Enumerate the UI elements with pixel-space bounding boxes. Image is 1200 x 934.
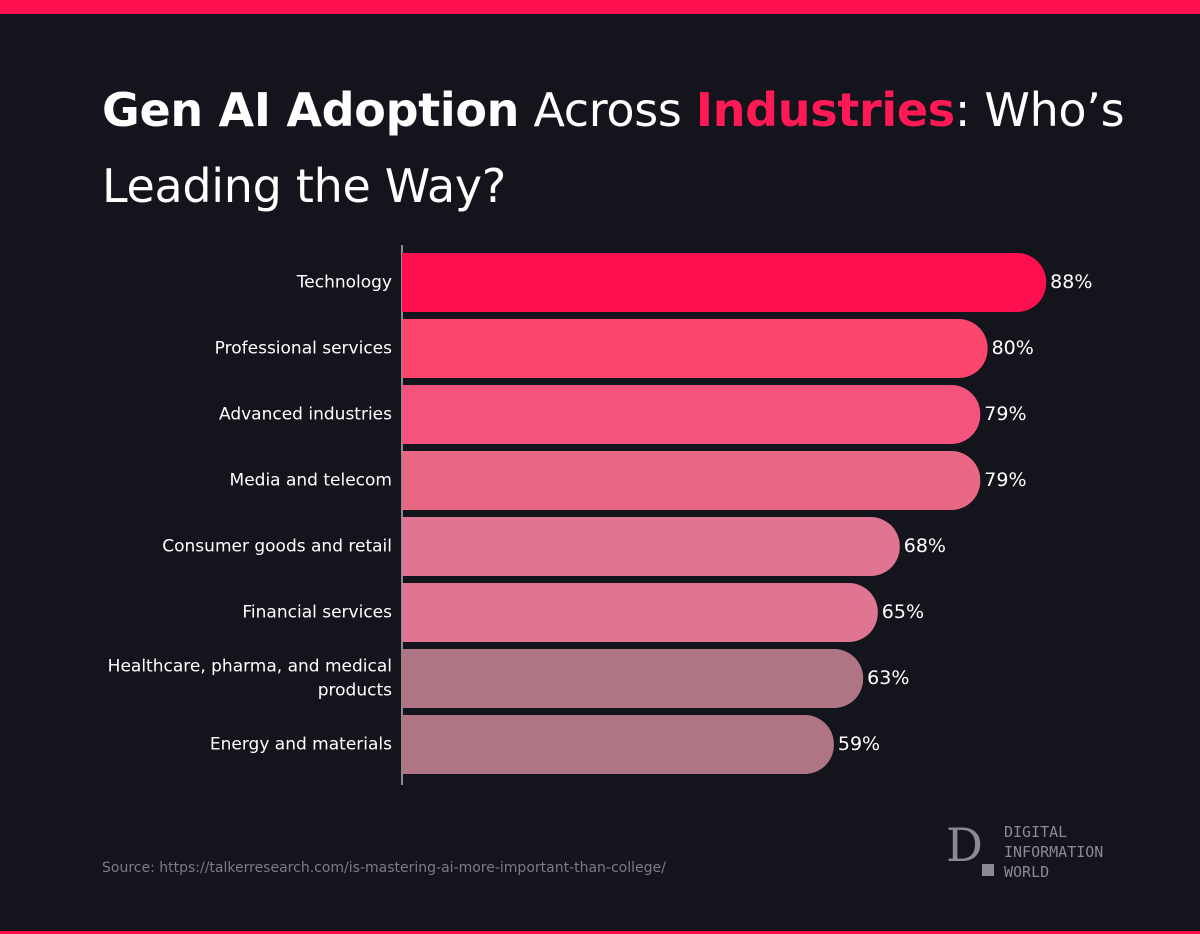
logo-text: DIGITAL INFORMATION WORLD [1004, 822, 1103, 882]
category-label-1: Technology [296, 273, 392, 293]
value-label-6: 65% [882, 601, 924, 623]
brand-logo: D DIGITAL INFORMATION WORLD [944, 818, 1144, 882]
value-label-7: 63% [867, 667, 909, 689]
category-label-8: Energy and materials [210, 735, 392, 755]
value-label-8: 59% [838, 733, 880, 755]
title-part-regular: Across [519, 83, 696, 137]
bar-6 [402, 583, 878, 642]
bar-4 [402, 451, 981, 510]
bar-7 [402, 649, 864, 708]
bar-2 [402, 319, 988, 378]
bar-8 [402, 715, 834, 774]
bar-5 [402, 517, 900, 576]
title-part-question: : Who’s Leading the Way? [102, 83, 1125, 213]
bar-1 [402, 253, 1047, 312]
title-part-accent: Industries [695, 83, 955, 137]
title-part-bold: Gen AI Adoption [102, 83, 520, 137]
category-label-7-line-1: Healthcare, pharma, and medical [108, 657, 392, 677]
category-label-6: Financial services [242, 603, 392, 623]
category-label-5: Consumer goods and retail [162, 537, 392, 557]
bottom-accent-bar [0, 931, 1200, 934]
logo-line-2: INFORMATION [1004, 843, 1104, 861]
logo-line-1: DIGITAL [1004, 823, 1068, 841]
logo-line-3: WORLD [1004, 863, 1050, 881]
category-label-4: Media and telecom [230, 471, 392, 491]
value-label-4: 79% [984, 469, 1026, 491]
logo-square-icon [982, 864, 994, 876]
category-label-3: Advanced industries [219, 405, 392, 425]
value-label-3: 79% [984, 403, 1026, 425]
value-label-5: 68% [904, 535, 946, 557]
value-label-1: 88% [1050, 271, 1092, 293]
category-label-2: Professional services [215, 339, 392, 359]
chart-title: Gen AI Adoption Across Industries: Who’s… [102, 72, 1142, 224]
top-accent-bar [0, 0, 1200, 14]
value-label-2: 80% [992, 337, 1034, 359]
bar-3 [402, 385, 981, 444]
source-note: Source: https://talkerresearch.com/is-ma… [102, 860, 666, 876]
logo-d-letter-icon: D [946, 818, 983, 872]
category-label-7-line-2: products [318, 681, 392, 701]
